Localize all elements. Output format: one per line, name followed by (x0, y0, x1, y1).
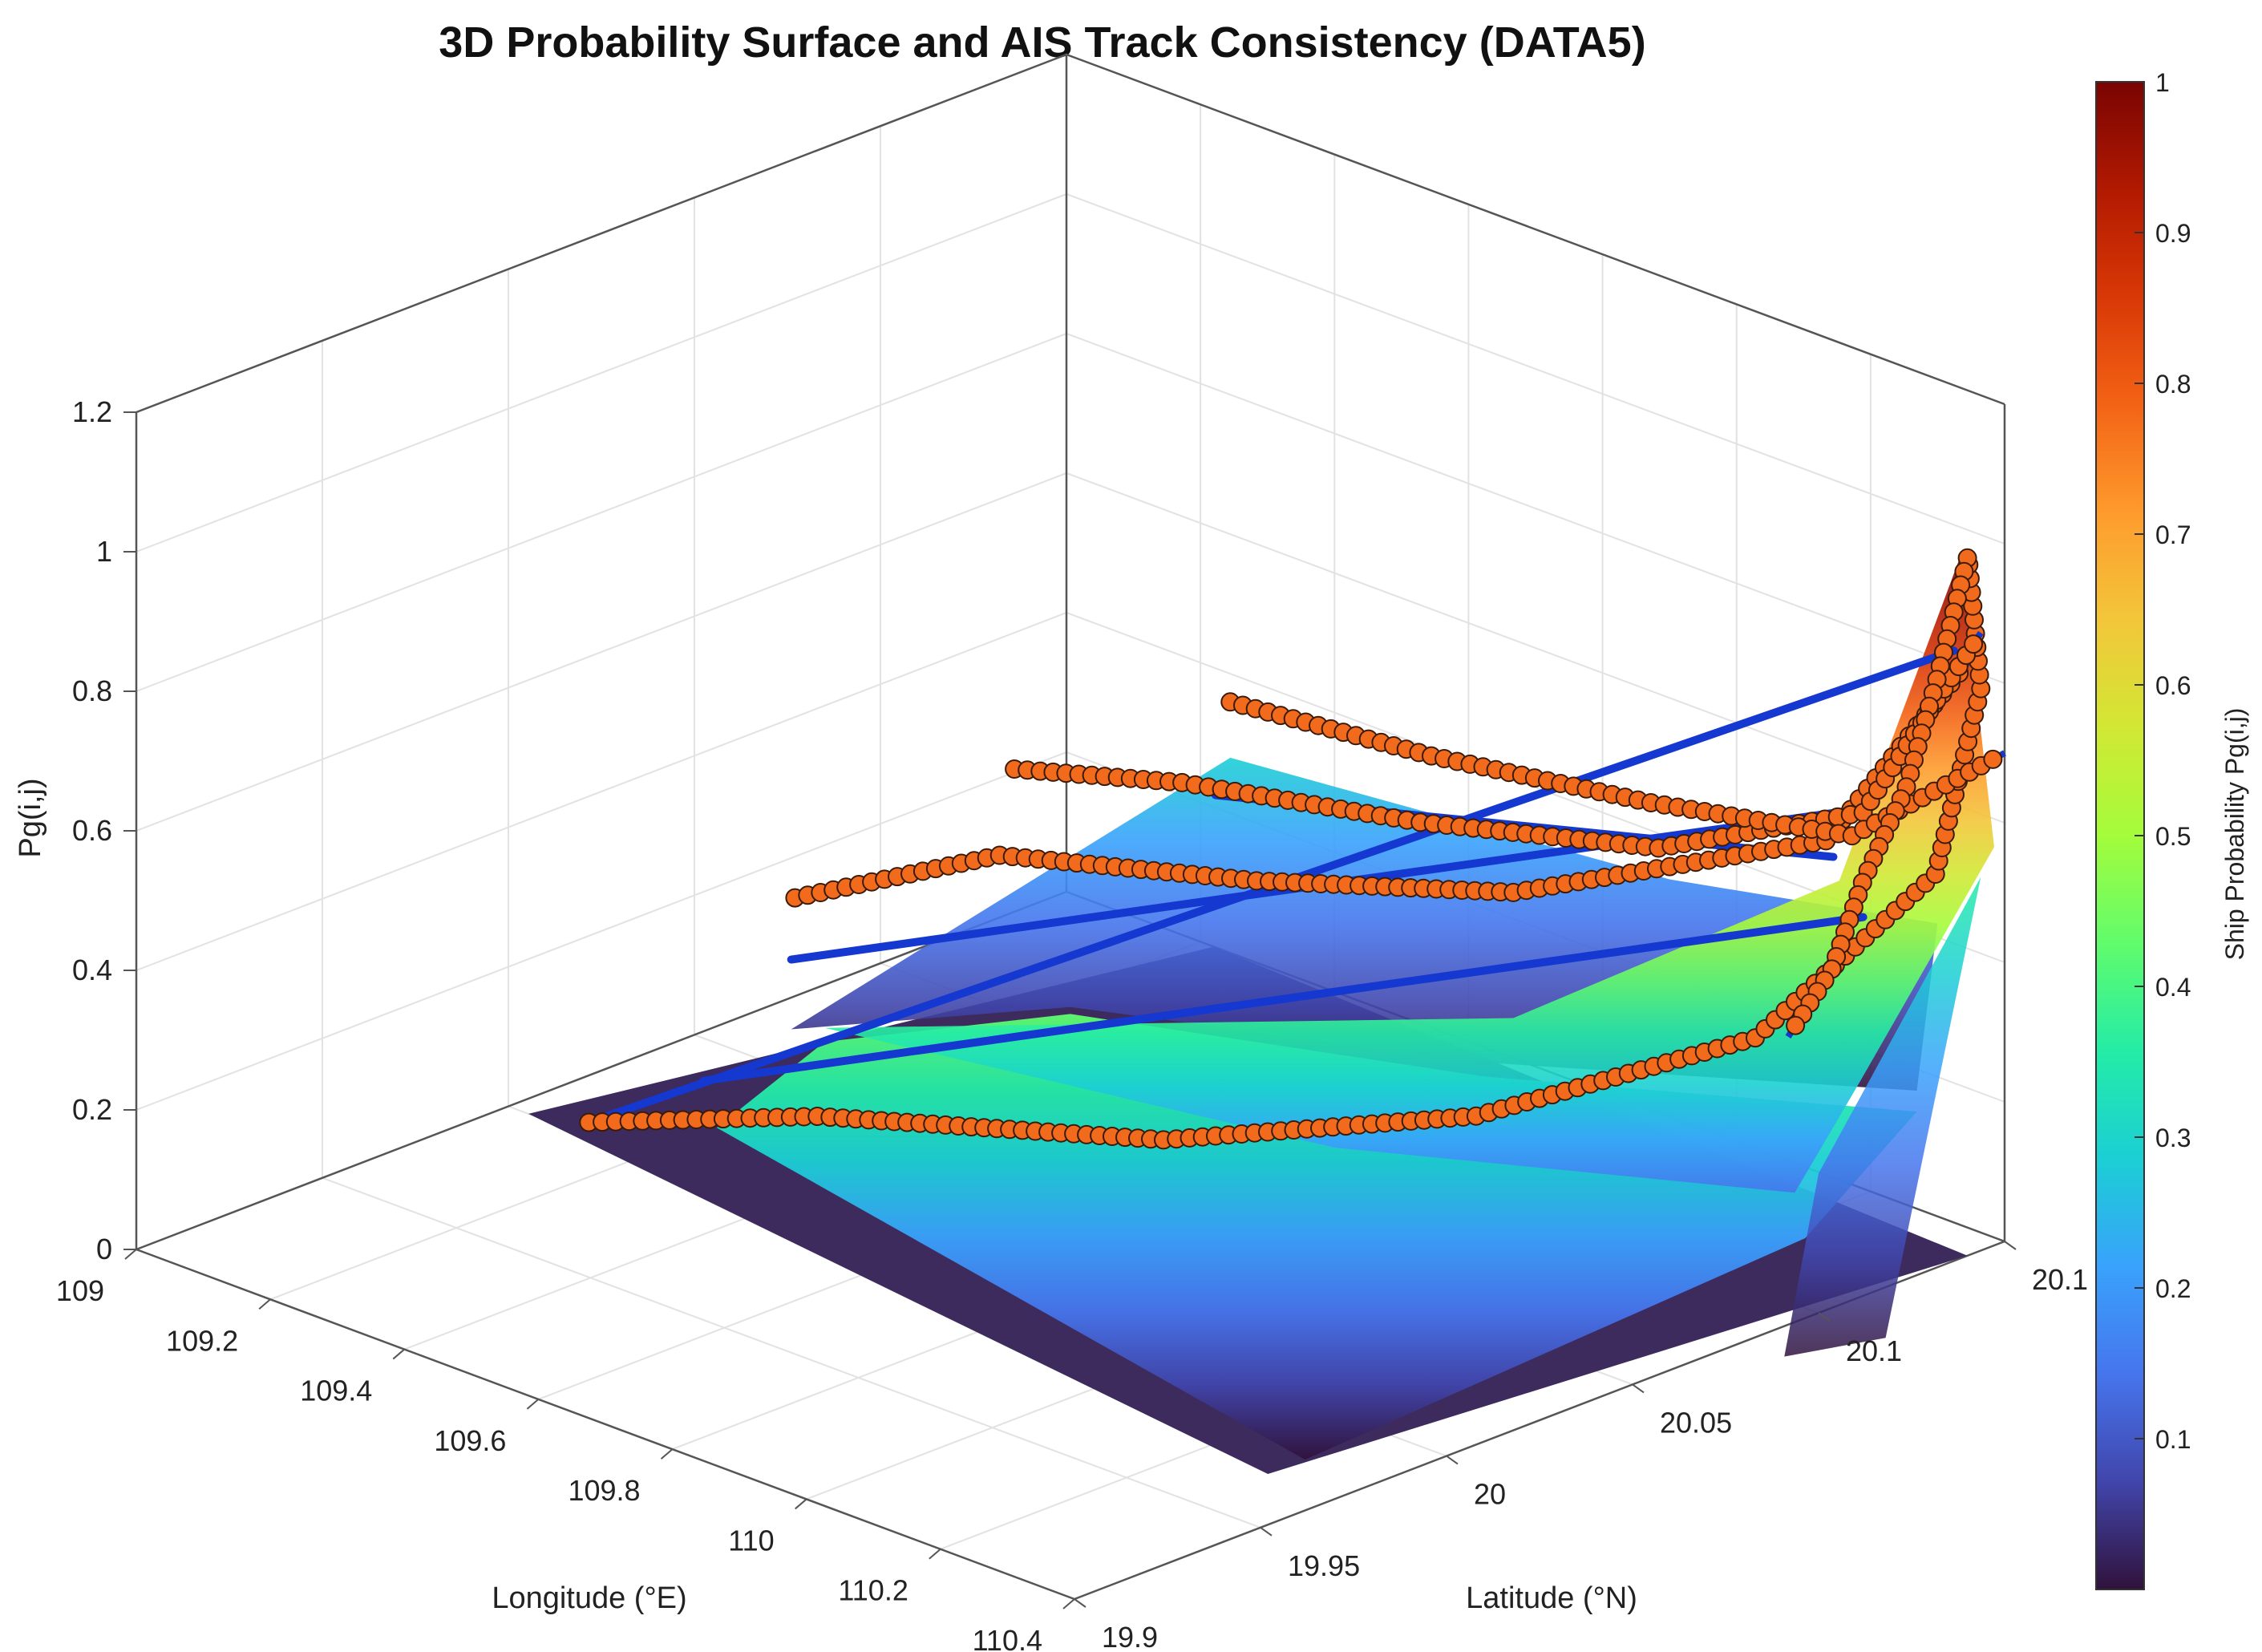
colorbar-label: Ship Probability Pg(i,j) (2220, 708, 2249, 961)
x-tick (795, 1498, 807, 1510)
colorbar-tick-label: 0.6 (2155, 671, 2191, 700)
x-tick (526, 1399, 540, 1410)
z-tick-label: 0.4 (72, 954, 112, 986)
chart-title: 3D Probability Surface and AIS Track Con… (439, 18, 1646, 67)
y-tick (1446, 1455, 1459, 1465)
y-tick-label: 20 (1474, 1478, 1506, 1511)
surface-ridge (824, 555, 1994, 1193)
x-tick (124, 1249, 137, 1260)
y-tick-label: 20.1 (1846, 1334, 1902, 1367)
grid-z-line (136, 53, 2005, 413)
track-marker (1786, 1015, 1806, 1035)
track-marker (1964, 634, 1984, 654)
z-tick-label: 1.2 (72, 395, 112, 428)
colorbar-tick-label: 0.3 (2155, 1124, 2191, 1152)
y-tick (1074, 1598, 1086, 1608)
axis-box-edge (136, 890, 1067, 1251)
z-axis-label: Pg(i,j) (14, 778, 47, 857)
y-tick-label: 20.1 (2032, 1263, 2088, 1296)
x-tick (1062, 1598, 1075, 1609)
colorbar-tick-label: 0.5 (2155, 822, 2191, 851)
y-tick-label: 19.95 (1288, 1549, 1360, 1582)
y-tick (1818, 1312, 1831, 1322)
colorbar-tick-label: 0.1 (2155, 1425, 2191, 1454)
track-segment (699, 913, 1867, 1085)
y-axis-label: Latitude (°N) (1466, 1581, 1637, 1615)
track-marker (1983, 749, 2003, 769)
colorbar-tick-label: 0.7 (2155, 520, 2191, 549)
z-tick-label: 0.2 (72, 1093, 112, 1126)
x-tick-label: 109.8 (568, 1474, 640, 1507)
y-tick (1632, 1383, 1645, 1394)
grid-z-line (136, 192, 2005, 553)
x-tick (929, 1548, 941, 1560)
axis-box-edge (1066, 53, 2005, 406)
y-tick (2004, 1241, 2017, 1250)
colorbar-ticks: 0.1 0.2 0.3 0.4 0.5 0.6 0.7 0.8 0.9 1 (2135, 68, 2191, 1454)
axis-box-edge (136, 1248, 1075, 1601)
ais-tracks (579, 548, 2006, 1150)
colorbar-tick-label: 0.2 (2155, 1274, 2191, 1303)
y-tick (1260, 1526, 1273, 1537)
x-tick-label: 109 (56, 1274, 104, 1307)
x-tick (258, 1298, 271, 1310)
colorbar: 0.1 0.2 0.3 0.4 0.5 0.6 0.7 0.8 0.9 1 Ship Probab… (2095, 68, 2249, 1590)
y-tick-label: 19.9 (1102, 1621, 1158, 1652)
x-tick-label: 110.2 (838, 1574, 908, 1607)
x-tick-label: 109.4 (300, 1375, 372, 1407)
x-tick-label: 110.4 (973, 1624, 1042, 1652)
x-tick (392, 1348, 405, 1360)
x-tick-label: 109.6 (434, 1424, 506, 1457)
x-axis-label: Longitude (°E) (492, 1581, 686, 1615)
grid-z-line (136, 332, 2005, 692)
colorbar-tick-label: 0.8 (2155, 370, 2191, 399)
colorbar-tick-label: 1 (2155, 68, 2170, 97)
x-tick (660, 1448, 674, 1460)
z-tick-label: 0 (96, 1233, 112, 1265)
z-tick-label: 0.6 (72, 814, 112, 847)
colorbar-tick-label: 0.4 (2155, 973, 2191, 1002)
colorbar-tick-label: 0.9 (2155, 219, 2191, 248)
y-tick-label: 20.05 (1660, 1406, 1732, 1439)
z-tick-label: 1 (96, 535, 112, 568)
x-tick-label: 109.2 (166, 1324, 238, 1357)
z-tick-label: 0.8 (72, 674, 112, 707)
surface-tail (1784, 877, 1981, 1357)
x-tick-label: 110 (728, 1524, 774, 1557)
axis-tick-labels: 0 0.2 0.4 0.6 0.8 1 1.2 109 109.2 109.4 109.6 109.8… (56, 395, 2088, 1652)
axis-box-edge (136, 53, 1067, 414)
